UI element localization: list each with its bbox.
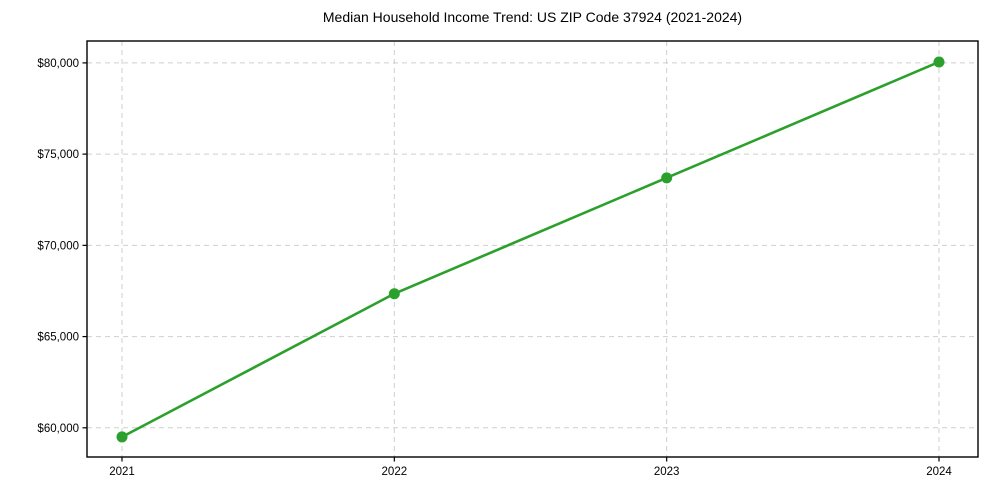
data-point <box>661 172 673 184</box>
x-tick-label: 2024 <box>926 466 952 478</box>
y-tick-label: $80,000 <box>37 58 79 70</box>
x-tick-label: 2021 <box>109 466 135 478</box>
y-tick-label: $60,000 <box>37 423 79 435</box>
y-tick-label: $75,000 <box>37 149 79 161</box>
trend-line <box>120 60 941 439</box>
chart-title: Median Household Income Trend: US ZIP Co… <box>322 9 743 25</box>
y-tick-label: $70,000 <box>37 240 79 252</box>
plot-frame <box>86 40 979 458</box>
x-tick-label: 2023 <box>654 466 680 478</box>
data-point <box>116 431 128 443</box>
y-tick-label: $65,000 <box>37 332 79 344</box>
x-tick-label: 2022 <box>382 466 408 478</box>
data-point <box>388 288 400 300</box>
data-point <box>933 56 945 68</box>
